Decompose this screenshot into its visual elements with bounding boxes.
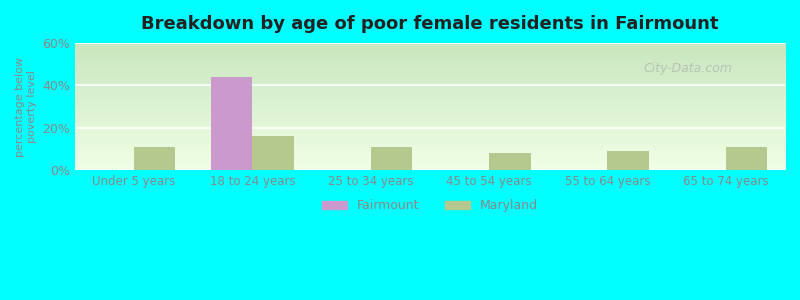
Bar <box>726 147 767 170</box>
Bar <box>489 153 530 170</box>
Bar <box>253 136 294 170</box>
Bar <box>134 147 175 170</box>
Title: Breakdown by age of poor female residents in Fairmount: Breakdown by age of poor female resident… <box>141 15 718 33</box>
Bar <box>607 151 649 170</box>
Bar <box>211 77 253 170</box>
Text: City-Data.com: City-Data.com <box>643 62 732 75</box>
Y-axis label: percentage below
poverty level: percentage below poverty level <box>15 57 37 157</box>
Legend: Fairmount, Maryland: Fairmount, Maryland <box>317 194 542 218</box>
Bar <box>370 147 412 170</box>
